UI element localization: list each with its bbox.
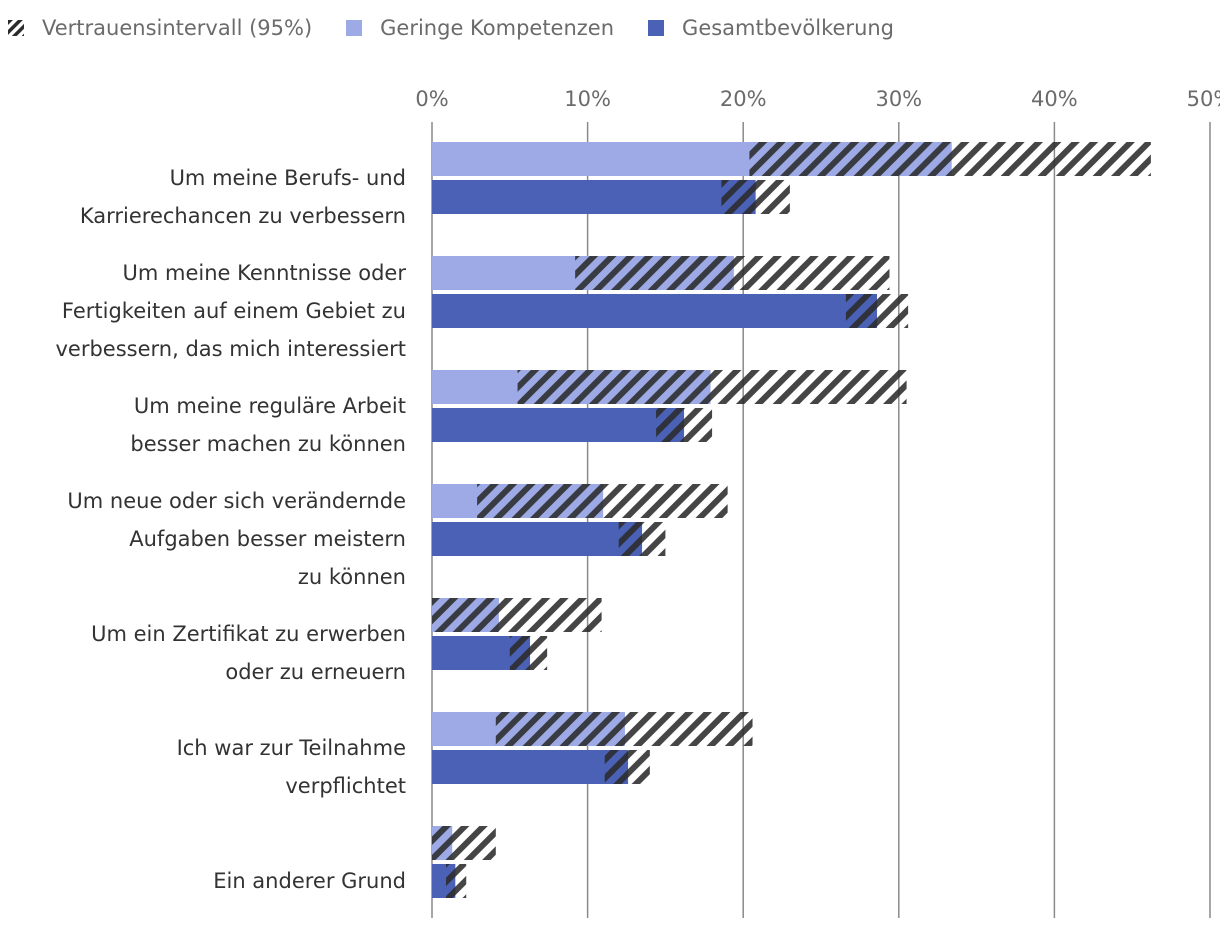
category-label: zu können	[298, 565, 406, 589]
confidence-interval	[845, 294, 909, 328]
legend-item-ci[interactable]: Vertrauensintervall (95%)	[8, 16, 312, 40]
confidence-interval	[604, 750, 650, 784]
category-label: Um meine Kenntnisse oder	[123, 261, 407, 285]
legend-label-ci: Vertrauensintervall (95%)	[42, 16, 313, 40]
category-label: Aufgaben besser meistern	[129, 527, 406, 551]
bar-total-population[interactable]	[432, 750, 629, 784]
confidence-interval	[749, 142, 1151, 176]
legend-item-low[interactable]: Geringe Kompetenzen	[346, 16, 614, 40]
category-label: besser machen zu können	[130, 432, 406, 456]
confidence-interval	[517, 370, 907, 404]
category-label: Karrierechancen zu verbessern	[80, 204, 406, 228]
low-swatch-icon	[346, 20, 363, 36]
confidence-interval	[477, 484, 728, 518]
category-label: Ich war zur Teilnahme	[177, 736, 406, 760]
legend: Vertrauensintervall (95%) Geringe Kompet…	[8, 12, 928, 44]
x-axis-ticks: 0% 10% 20% 30% 40% 50%	[415, 87, 1220, 111]
bar-total-population[interactable]	[432, 522, 643, 556]
legend-label-total: Gesamtbevölkerung	[682, 16, 895, 40]
x-tick-label: 20%	[720, 87, 767, 111]
legend-item-total[interactable]: Gesamtbevölkerung	[648, 16, 894, 40]
category-label: Ein anderer Grund	[213, 869, 406, 893]
category-label: Um ein Zertifikat zu erwerben	[91, 622, 406, 646]
confidence-interval	[721, 180, 790, 214]
x-tick-label: 50%	[1187, 87, 1220, 111]
bar-total-population[interactable]	[432, 180, 756, 214]
total-swatch-icon	[648, 20, 665, 36]
category-label: verpflichtet	[285, 774, 406, 798]
confidence-interval	[432, 826, 496, 860]
confidence-interval	[575, 256, 890, 290]
category-label: verbessern, das mich interessiert	[56, 337, 407, 361]
gridlines	[431, 122, 1211, 918]
confidence-interval	[618, 522, 666, 556]
category-label: oder zu erneuern	[225, 660, 406, 684]
x-tick-label: 40%	[1031, 87, 1078, 111]
confidence-interval	[495, 712, 753, 746]
category-label: Um meine Berufs- und	[170, 166, 406, 190]
bar-total-population[interactable]	[432, 294, 878, 328]
confidence-interval	[509, 636, 548, 670]
x-tick-label: 30%	[875, 87, 922, 111]
category-label: Fertigkeiten auf einem Gebiet zu	[62, 299, 406, 323]
bar-total-population[interactable]	[432, 408, 685, 442]
x-tick-label: 0%	[415, 87, 448, 111]
category-labels: Um meine Berufs- und Karrierechancen zu v…	[56, 166, 407, 893]
x-tick-label: 10%	[564, 87, 611, 111]
confidence-interval	[446, 864, 467, 898]
confidence-interval	[656, 408, 713, 442]
legend-label-low: Geringe Kompetenzen	[380, 16, 615, 40]
confidence-interval	[432, 598, 602, 632]
category-label: Um neue oder sich verändernde	[67, 489, 406, 513]
category-label: Um meine reguläre Arbeit	[134, 394, 406, 418]
bars	[432, 142, 1151, 898]
hatch-swatch-icon	[8, 20, 24, 36]
